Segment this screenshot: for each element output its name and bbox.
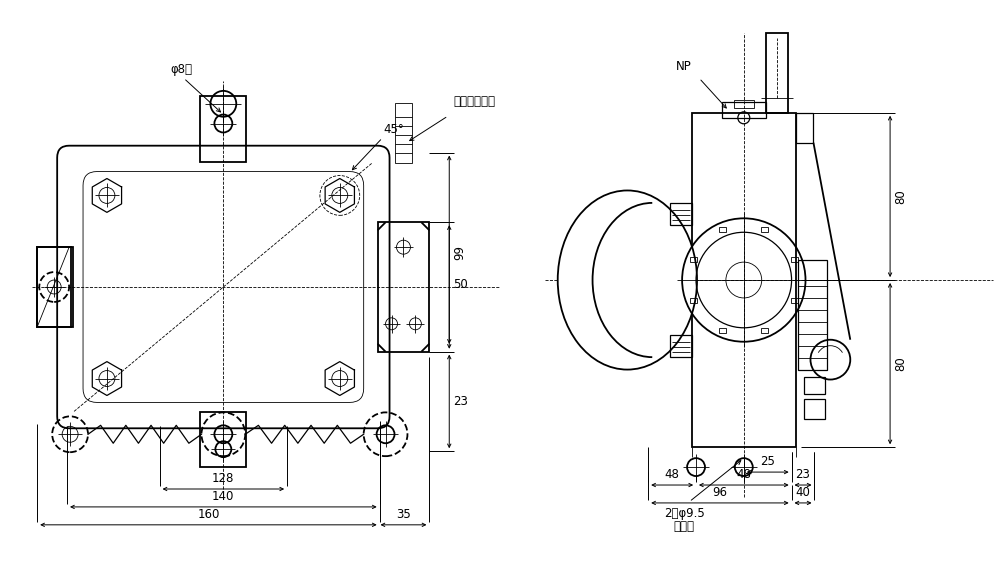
Bar (719, 227, 726, 232)
Bar (796, 113, 813, 142)
Bar (791, 256, 798, 262)
Bar (734, 100, 754, 108)
Bar (761, 227, 768, 232)
Text: 48: 48 (665, 468, 680, 481)
Text: 23: 23 (453, 395, 468, 408)
Text: 80: 80 (894, 189, 907, 204)
Text: 96: 96 (712, 486, 727, 499)
Bar (722, 102, 766, 118)
Bar (804, 377, 825, 394)
Bar (761, 328, 768, 333)
Bar (37, 247, 71, 327)
Bar (690, 256, 697, 262)
Text: 160: 160 (197, 508, 220, 521)
Text: 取付穴: 取付穴 (674, 520, 695, 533)
FancyBboxPatch shape (57, 146, 390, 428)
Bar (670, 335, 692, 357)
Bar (200, 96, 246, 162)
Text: 50: 50 (453, 278, 468, 291)
Ellipse shape (558, 190, 697, 369)
Text: 防水グランド: 防水グランド (453, 95, 495, 108)
Bar (690, 299, 697, 303)
Text: 99: 99 (453, 245, 466, 260)
Text: 140: 140 (212, 490, 235, 503)
Bar (804, 400, 825, 420)
Bar (692, 113, 796, 447)
Text: 23: 23 (796, 468, 810, 481)
Text: 2－φ9.5: 2－φ9.5 (664, 507, 704, 520)
Text: φ8穴: φ8穴 (171, 63, 193, 76)
Bar (766, 33, 788, 113)
Text: 25: 25 (760, 455, 775, 468)
Bar (378, 222, 429, 352)
Bar (719, 328, 726, 333)
Text: NP: NP (676, 60, 692, 73)
Text: 40: 40 (796, 486, 810, 499)
Text: 48: 48 (736, 468, 751, 481)
Text: 45°: 45° (384, 123, 404, 136)
Bar (798, 260, 827, 369)
Bar (200, 412, 246, 467)
Text: 35: 35 (396, 508, 411, 521)
Bar (37, 247, 73, 327)
Bar (395, 103, 412, 162)
Text: 80: 80 (894, 356, 907, 371)
Bar (670, 203, 692, 225)
Bar (791, 299, 798, 303)
Text: 128: 128 (212, 472, 235, 485)
